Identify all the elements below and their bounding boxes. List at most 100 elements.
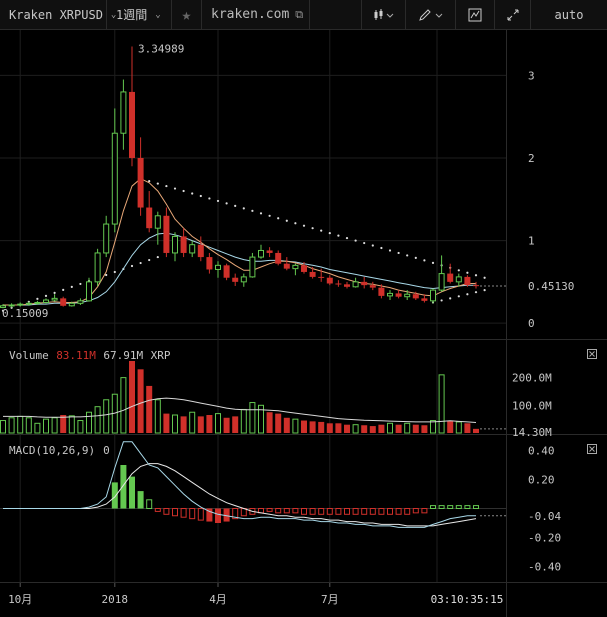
volume-value-1: 83.11M: [56, 349, 96, 362]
candle-body: [369, 285, 376, 288]
drawing-tool-button[interactable]: [406, 0, 456, 29]
trend-dot: [182, 189, 185, 193]
volume-bar: [94, 406, 101, 434]
candle-body: [86, 281, 92, 302]
auto-label: auto: [554, 7, 584, 22]
candle-body: [8, 304, 15, 307]
candle-body: [344, 284, 350, 287]
price-tick-label: 1: [528, 235, 535, 248]
macd-histogram-bar: [421, 508, 428, 514]
macd-histogram-bar: [163, 508, 170, 515]
macd-histogram-bar: [197, 508, 204, 521]
auto-scale-button[interactable]: auto: [531, 0, 607, 29]
last-price-label: 0.45130: [528, 280, 574, 293]
low-price-label: 0.15009: [2, 307, 48, 320]
macd-title: MACD(10,26,9): [9, 444, 95, 457]
candle-body: [275, 252, 282, 264]
volume-bar: [292, 418, 299, 434]
trend-dot: [44, 294, 48, 297]
trend-dot: [483, 276, 486, 279]
candle-body: [43, 299, 49, 303]
trend-dot: [156, 182, 159, 185]
macd-histogram-bar: [369, 508, 376, 515]
interval-label: 1週間: [116, 8, 148, 22]
candle-body: [180, 236, 187, 253]
volume-bar: [77, 420, 84, 434]
volume-bar: [43, 418, 49, 434]
trend-dot: [483, 289, 486, 292]
trend-dot: [414, 256, 417, 260]
close-pane-icon: [587, 444, 597, 454]
trend-dot: [363, 241, 366, 245]
macd-histogram-bar: [455, 505, 462, 510]
macd-histogram-bar: [430, 505, 436, 510]
price-tick-label: 3: [528, 69, 535, 82]
interval-selector[interactable]: 1週間 ⌄: [107, 0, 172, 29]
time-countdown-label: 03:10:35:15: [431, 593, 504, 606]
close-pane-icon: [589, 351, 595, 357]
candle-body: [326, 277, 333, 284]
volume-bar: [232, 416, 239, 433]
macd-tick-label: 0.20: [528, 474, 555, 487]
chevron-down-icon: ⌄: [110, 9, 117, 20]
candle-body: [438, 273, 445, 291]
candle-body: [172, 235, 178, 254]
volume-bar: [17, 415, 24, 434]
volume-bar: [215, 413, 221, 434]
macd-histogram-bar: [473, 505, 479, 510]
volume-bar: [86, 411, 92, 434]
candle-body: [17, 303, 24, 306]
fullscreen-button[interactable]: [495, 0, 531, 29]
volume-bar: [326, 423, 333, 433]
trend-dot: [371, 244, 374, 247]
candle-body: [240, 276, 247, 283]
volume-bar: [146, 385, 153, 433]
candle-body: [197, 244, 204, 258]
macd-histogram-bar: [215, 508, 221, 523]
candle-body: [464, 276, 471, 286]
volume-bar: [172, 414, 178, 434]
favorite-button[interactable]: ★: [172, 0, 202, 29]
candle-body: [430, 289, 436, 302]
trend-dot: [191, 192, 194, 195]
macd-histogram-bar: [275, 508, 282, 514]
trend-dot: [36, 297, 39, 300]
chart-type-button[interactable]: [362, 0, 406, 29]
volume-value-2: 67.91M: [103, 349, 143, 362]
macd-histogram-bar: [301, 508, 307, 515]
trend-dot: [285, 219, 288, 222]
chart-area[interactable]: 0 1 2 3 3.34989 0.15009 0.45130 200.0M 100.0M 14.…: [0, 30, 607, 617]
candle-body: [318, 276, 325, 278]
volume-bar: [395, 424, 402, 433]
trend-dot: [431, 261, 435, 264]
volume-bar: [369, 426, 376, 433]
trend-dot: [268, 214, 271, 217]
candle-body: [111, 132, 118, 225]
volume-bar: [68, 415, 75, 434]
trend-dot: [457, 295, 460, 298]
macd-histogram-bar: [412, 508, 419, 514]
symbol-selector[interactable]: Kraken XRPUSD ⌄: [0, 0, 116, 29]
volume-bar: [430, 420, 436, 434]
candle-body: [283, 263, 290, 269]
trend-dot: [311, 227, 314, 230]
macd-histogram-bar: [172, 508, 178, 517]
trend-dot: [234, 204, 237, 207]
macd-histogram-bar: [318, 508, 325, 515]
candle-body: [51, 297, 58, 301]
candle-body: [77, 300, 84, 304]
candle-body: [206, 257, 213, 270]
ma-fast-line: [3, 178, 476, 306]
indicators-button[interactable]: [456, 0, 495, 29]
trend-dot: [380, 246, 383, 250]
volume-bar: [163, 413, 170, 433]
macd-histogram-bar: [206, 508, 213, 522]
trend-dot: [165, 184, 168, 188]
trend-dot: [397, 251, 400, 255]
macd-histogram-bar: [378, 508, 385, 515]
candle-body: [378, 287, 385, 296]
domain-link[interactable]: kraken.com ⧉: [202, 0, 310, 29]
star-icon: ★: [181, 5, 192, 24]
macd-value: 0: [103, 444, 110, 457]
trend-dot: [328, 232, 331, 235]
